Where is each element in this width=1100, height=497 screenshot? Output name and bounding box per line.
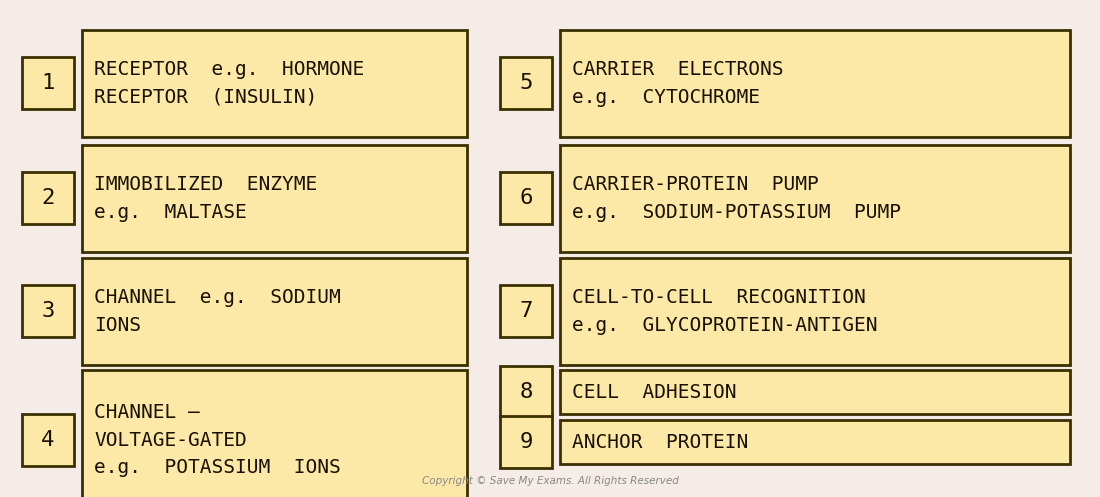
Bar (22, 285, 74, 337)
Bar (500, 172, 552, 224)
Bar (500, 416, 552, 468)
Bar (22, 57, 74, 109)
Text: CELL  ADHESION: CELL ADHESION (572, 383, 737, 402)
Text: 1: 1 (42, 73, 55, 93)
Text: IMMOBILIZED  ENZYME
e.g.  MALTASE: IMMOBILIZED ENZYME e.g. MALTASE (94, 175, 317, 222)
Bar (22, 414, 74, 466)
Bar (82, 145, 468, 252)
Bar (560, 258, 1070, 365)
Text: 3: 3 (42, 301, 55, 321)
Bar (560, 30, 1070, 137)
Bar (500, 57, 552, 109)
Text: 7: 7 (519, 301, 532, 321)
Text: CHANNEL –
VOLTAGE-GATED
e.g.  POTASSIUM  IONS: CHANNEL – VOLTAGE-GATED e.g. POTASSIUM I… (94, 403, 341, 477)
Text: 6: 6 (519, 188, 532, 208)
Bar (22, 172, 74, 224)
Bar (560, 370, 1070, 414)
Text: CARRIER  ELECTRONS
e.g.  CYTOCHROME: CARRIER ELECTRONS e.g. CYTOCHROME (572, 60, 783, 107)
Bar (560, 420, 1070, 464)
Text: CARRIER-PROTEIN  PUMP
e.g.  SODIUM-POTASSIUM  PUMP: CARRIER-PROTEIN PUMP e.g. SODIUM-POTASSI… (572, 175, 901, 222)
Text: RECEPTOR  e.g.  HORMONE
RECEPTOR  (INSULIN): RECEPTOR e.g. HORMONE RECEPTOR (INSULIN) (94, 60, 364, 107)
Text: 4: 4 (42, 430, 55, 450)
Text: Copyright © Save My Exams. All Rights Reserved: Copyright © Save My Exams. All Rights Re… (421, 476, 679, 486)
Bar (82, 258, 468, 365)
Text: ANCHOR  PROTEIN: ANCHOR PROTEIN (572, 432, 748, 451)
Bar (82, 370, 468, 497)
Text: 9: 9 (519, 432, 532, 452)
Bar (500, 366, 552, 418)
Bar (500, 285, 552, 337)
Bar (82, 30, 468, 137)
Bar (560, 145, 1070, 252)
Text: 8: 8 (519, 382, 532, 402)
Text: 2: 2 (42, 188, 55, 208)
Text: CELL-TO-CELL  RECOGNITION
e.g.  GLYCOPROTEIN-ANTIGEN: CELL-TO-CELL RECOGNITION e.g. GLYCOPROTE… (572, 288, 878, 334)
Text: CHANNEL  e.g.  SODIUM
IONS: CHANNEL e.g. SODIUM IONS (94, 288, 341, 334)
Text: 5: 5 (519, 73, 532, 93)
